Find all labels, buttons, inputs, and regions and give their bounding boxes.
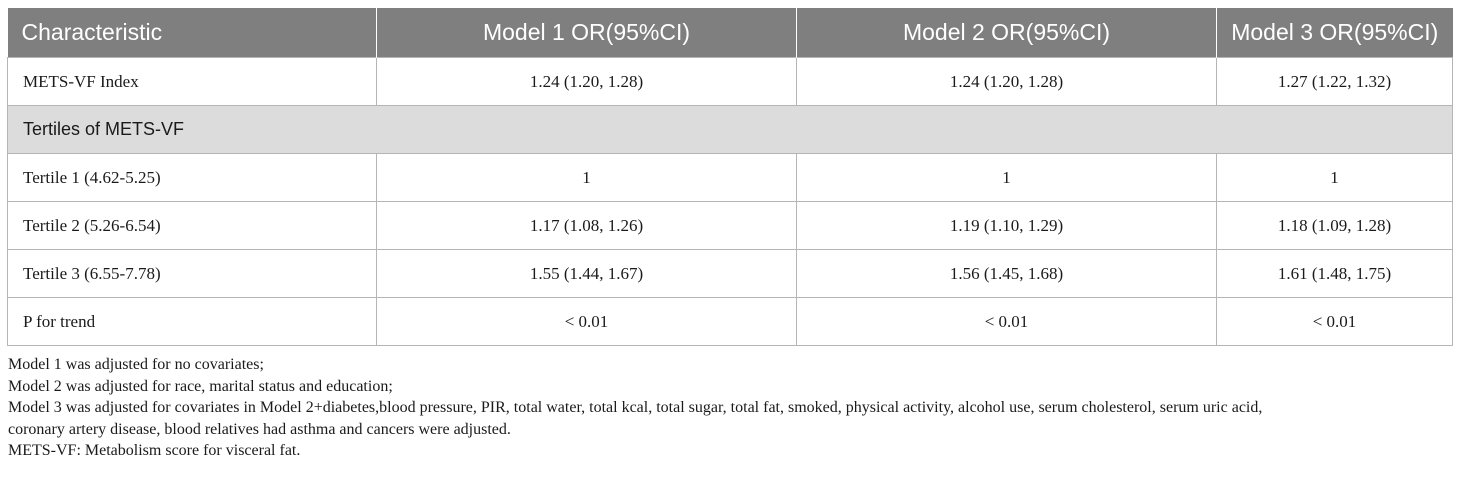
row-label: METS-VF Index (7, 57, 377, 106)
model-3-value: 1.61 (1.48, 1.75) (1216, 249, 1453, 298)
table-row: P for trend < 0.01 < 0.01 < 0.01 (7, 297, 1453, 346)
row-label: Tertile 1 (4.62-5.25) (7, 153, 377, 202)
model-3-value: 1 (1216, 153, 1453, 202)
model-1-value: 1 (376, 153, 797, 202)
model-1-value: 1.17 (1.08, 1.26) (376, 201, 797, 250)
model-2-value: 1 (796, 153, 1217, 202)
model-2-value: < 0.01 (796, 297, 1217, 346)
footnote-line: Model 2 was adjusted for race, marital s… (8, 377, 393, 395)
row-label: P for trend (7, 297, 377, 346)
header-row: Characteristic Model 1 OR(95%CI) Model 2… (7, 8, 1453, 58)
section-row: Tertiles of METS-VF (7, 105, 1453, 154)
footnote-line: Model 3 was adjusted for covariates in M… (8, 399, 1263, 416)
table-row: METS-VF Index 1.24 (1.20, 1.28) 1.24 (1.… (7, 57, 1453, 106)
footnote-line: METS-VF: Metabolism score for visceral f… (8, 442, 301, 459)
row-label: Tertile 2 (5.26-6.54) (7, 201, 377, 250)
section-label: Tertiles of METS-VF (7, 105, 1453, 154)
model-2-value: 1.56 (1.45, 1.68) (796, 249, 1217, 298)
header-model-2: Model 2 OR(95%CI) (796, 8, 1217, 58)
footnote-line: Model 1 was adjusted for no covariates; (8, 356, 264, 373)
odds-ratio-table: Characteristic Model 1 OR(95%CI) Model 2… (7, 8, 1453, 346)
table-row: Tertile 3 (6.55-7.78) 1.55 (1.44, 1.67) … (7, 249, 1453, 298)
table-body: METS-VF Index 1.24 (1.20, 1.28) 1.24 (1.… (7, 57, 1453, 346)
table-row: Tertile 1 (4.62-5.25) 1 1 1 (7, 153, 1453, 202)
results-table-container: Characteristic Model 1 OR(95%CI) Model 2… (7, 8, 1453, 346)
model-3-value: 1.27 (1.22, 1.32) (1216, 57, 1453, 106)
table-row: Tertile 2 (5.26-6.54) 1.17 (1.08, 1.26) … (7, 201, 1453, 250)
footnote-line: coronary artery disease, blood relatives… (8, 420, 511, 438)
header-characteristic: Characteristic (7, 8, 377, 58)
model-2-value: 1.24 (1.20, 1.28) (796, 57, 1217, 106)
model-2-value: 1.19 (1.10, 1.29) (796, 201, 1217, 250)
row-label: Tertile 3 (6.55-7.78) (7, 249, 377, 298)
header-model-3: Model 3 OR(95%CI) (1216, 8, 1453, 58)
model-3-value: 1.18 (1.09, 1.28) (1216, 201, 1453, 250)
table-footnotes: Model 1 was adjusted for no covariates; … (8, 354, 1453, 462)
table-header: Characteristic Model 1 OR(95%CI) Model 2… (7, 8, 1453, 58)
model-1-value: 1.55 (1.44, 1.67) (376, 249, 797, 298)
model-1-value: < 0.01 (376, 297, 797, 346)
header-model-1: Model 1 OR(95%CI) (376, 8, 797, 58)
model-3-value: < 0.01 (1216, 297, 1453, 346)
model-1-value: 1.24 (1.20, 1.28) (376, 57, 797, 106)
